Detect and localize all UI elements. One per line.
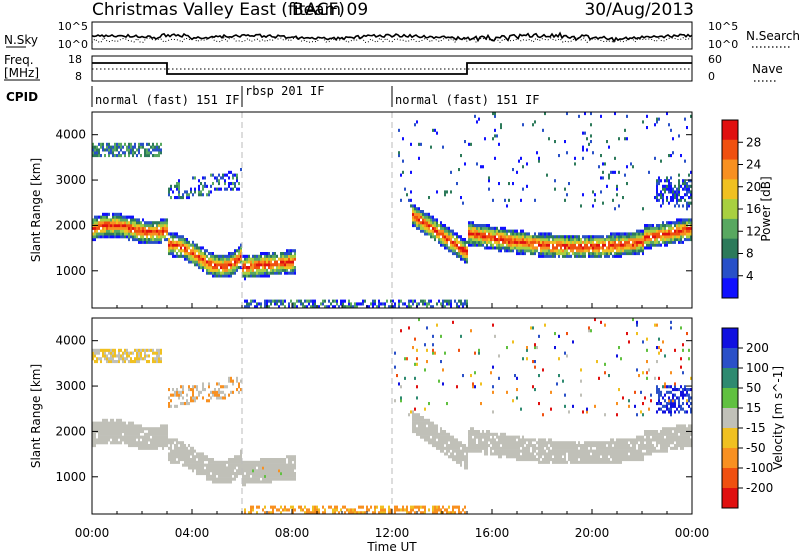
nave-label: Nave	[752, 62, 783, 76]
range-tick-label: 1000	[55, 264, 86, 278]
cpid-segment-2: rbsp 201 IF	[245, 84, 324, 98]
colorbar-swatch	[722, 140, 738, 160]
range-tick-label: 4000	[55, 128, 86, 142]
colorbar-swatch	[722, 368, 738, 389]
velocity-colorbar: 200 100 50 15 -15 -50 -100 -200 Velocity [m s^-…	[722, 328, 785, 509]
time-tick-label: 00:00	[675, 526, 710, 540]
nsearch-tick-bottom: 10^0	[708, 38, 738, 51]
colorbar-tick-label: 28	[746, 135, 761, 149]
cpid-label: CPID	[6, 90, 38, 104]
time-tick-label: 16:00	[475, 526, 510, 540]
time-tick-label: 12:00	[375, 526, 410, 540]
nsky-tick-top: 10^5	[58, 20, 88, 33]
colorbar-swatch	[722, 328, 738, 349]
power-ylabel: Slant Range [km]	[29, 158, 43, 262]
time-tick-label: 00:00	[75, 526, 110, 540]
freq-tick-bottom: 8	[75, 70, 82, 83]
nave-tick-bottom: 0	[708, 70, 715, 83]
date-label: 30/Aug/2013	[584, 0, 694, 20]
colorbar-swatch	[722, 428, 738, 449]
range-tick-label: 1000	[55, 470, 86, 484]
freq-panel: Freq. [MHz] 18 8 60 0 Nave	[4, 53, 783, 83]
colorbar-tick-label: 50	[746, 381, 761, 395]
colorbar-swatch	[722, 199, 738, 219]
colorbar-swatch	[722, 348, 738, 369]
nsky-label: N.Sky	[4, 33, 38, 47]
colorbar-swatch	[722, 179, 738, 199]
nsky-tick-bottom: 10^0	[58, 38, 88, 51]
time-tick-label: 04:00	[175, 526, 210, 540]
cpid-row: CPID normal (fast) 151 IF rbsp 201 IF no…	[6, 84, 540, 107]
colorbar-swatch	[722, 448, 738, 469]
colorbar-swatch	[722, 468, 738, 489]
range-tick-label: 3000	[55, 379, 86, 393]
colorbar-tick-label: 100	[746, 361, 769, 375]
colorbar-swatch	[722, 408, 738, 429]
time-tick-label: 20:00	[575, 526, 610, 540]
colorbar-tick-label: 200	[746, 341, 769, 355]
colorbar-tick-label: 4	[746, 269, 754, 283]
nave-tick-top: 60	[708, 53, 722, 66]
freq-tick-top: 18	[68, 53, 82, 66]
nsearch-tick-top: 10^5	[708, 20, 738, 33]
colorbar-tick-label: 8	[746, 247, 754, 261]
cpid-segment-3: normal (fast) 151 IF	[395, 93, 540, 107]
power-panel: 1000 2000 3000 4000 Slant Range [km]	[29, 112, 692, 308]
colorbar-tick-label: -200	[746, 481, 773, 495]
velocity-colorbar-label: Velocity [m s^-1]	[771, 366, 785, 470]
velocity-ylabel: Slant Range [km]	[29, 364, 43, 468]
nsearch-label: N.Search	[746, 29, 800, 43]
colorbar-tick-label: 24	[746, 158, 761, 172]
beam-label: Beam 09	[292, 0, 368, 20]
range-tick-label: 3000	[55, 173, 86, 187]
time-axis-label: Time UT	[366, 540, 417, 554]
freq-label-line1: Freq.	[4, 53, 34, 67]
power-colorbar-label: Power [dB]	[759, 176, 773, 241]
nsky-trace	[92, 33, 692, 41]
range-tick-label: 2000	[55, 424, 86, 438]
range-tick-label: 2000	[55, 218, 86, 232]
colorbar-tick-label: -15	[746, 421, 766, 435]
colorbar-swatch	[722, 219, 738, 239]
colorbar-swatch	[722, 388, 738, 409]
velocity-panel: 1000 2000 3000 4000 Slant Range [km]	[29, 318, 692, 514]
colorbar-swatch	[722, 488, 738, 509]
freq-label-line2: [MHz]	[4, 66, 39, 80]
cpid-segment-1: normal (fast) 151 IF	[95, 93, 240, 107]
colorbar-tick-label: -100	[746, 461, 773, 475]
colorbar-swatch	[722, 160, 738, 180]
colorbar-swatch	[722, 239, 738, 259]
time-tick-label: 08:00	[275, 526, 310, 540]
colorbar-swatch	[722, 120, 738, 140]
range-tick-label: 4000	[55, 334, 86, 348]
colorbar-swatch	[722, 278, 738, 298]
nsky-panel: N.Sky 10^5 10^0 10^5 10^0 N.Search	[4, 20, 800, 51]
colorbar-tick-label: -50	[746, 441, 766, 455]
colorbar-tick-label: 15	[746, 401, 761, 415]
colorbar-swatch	[722, 258, 738, 278]
